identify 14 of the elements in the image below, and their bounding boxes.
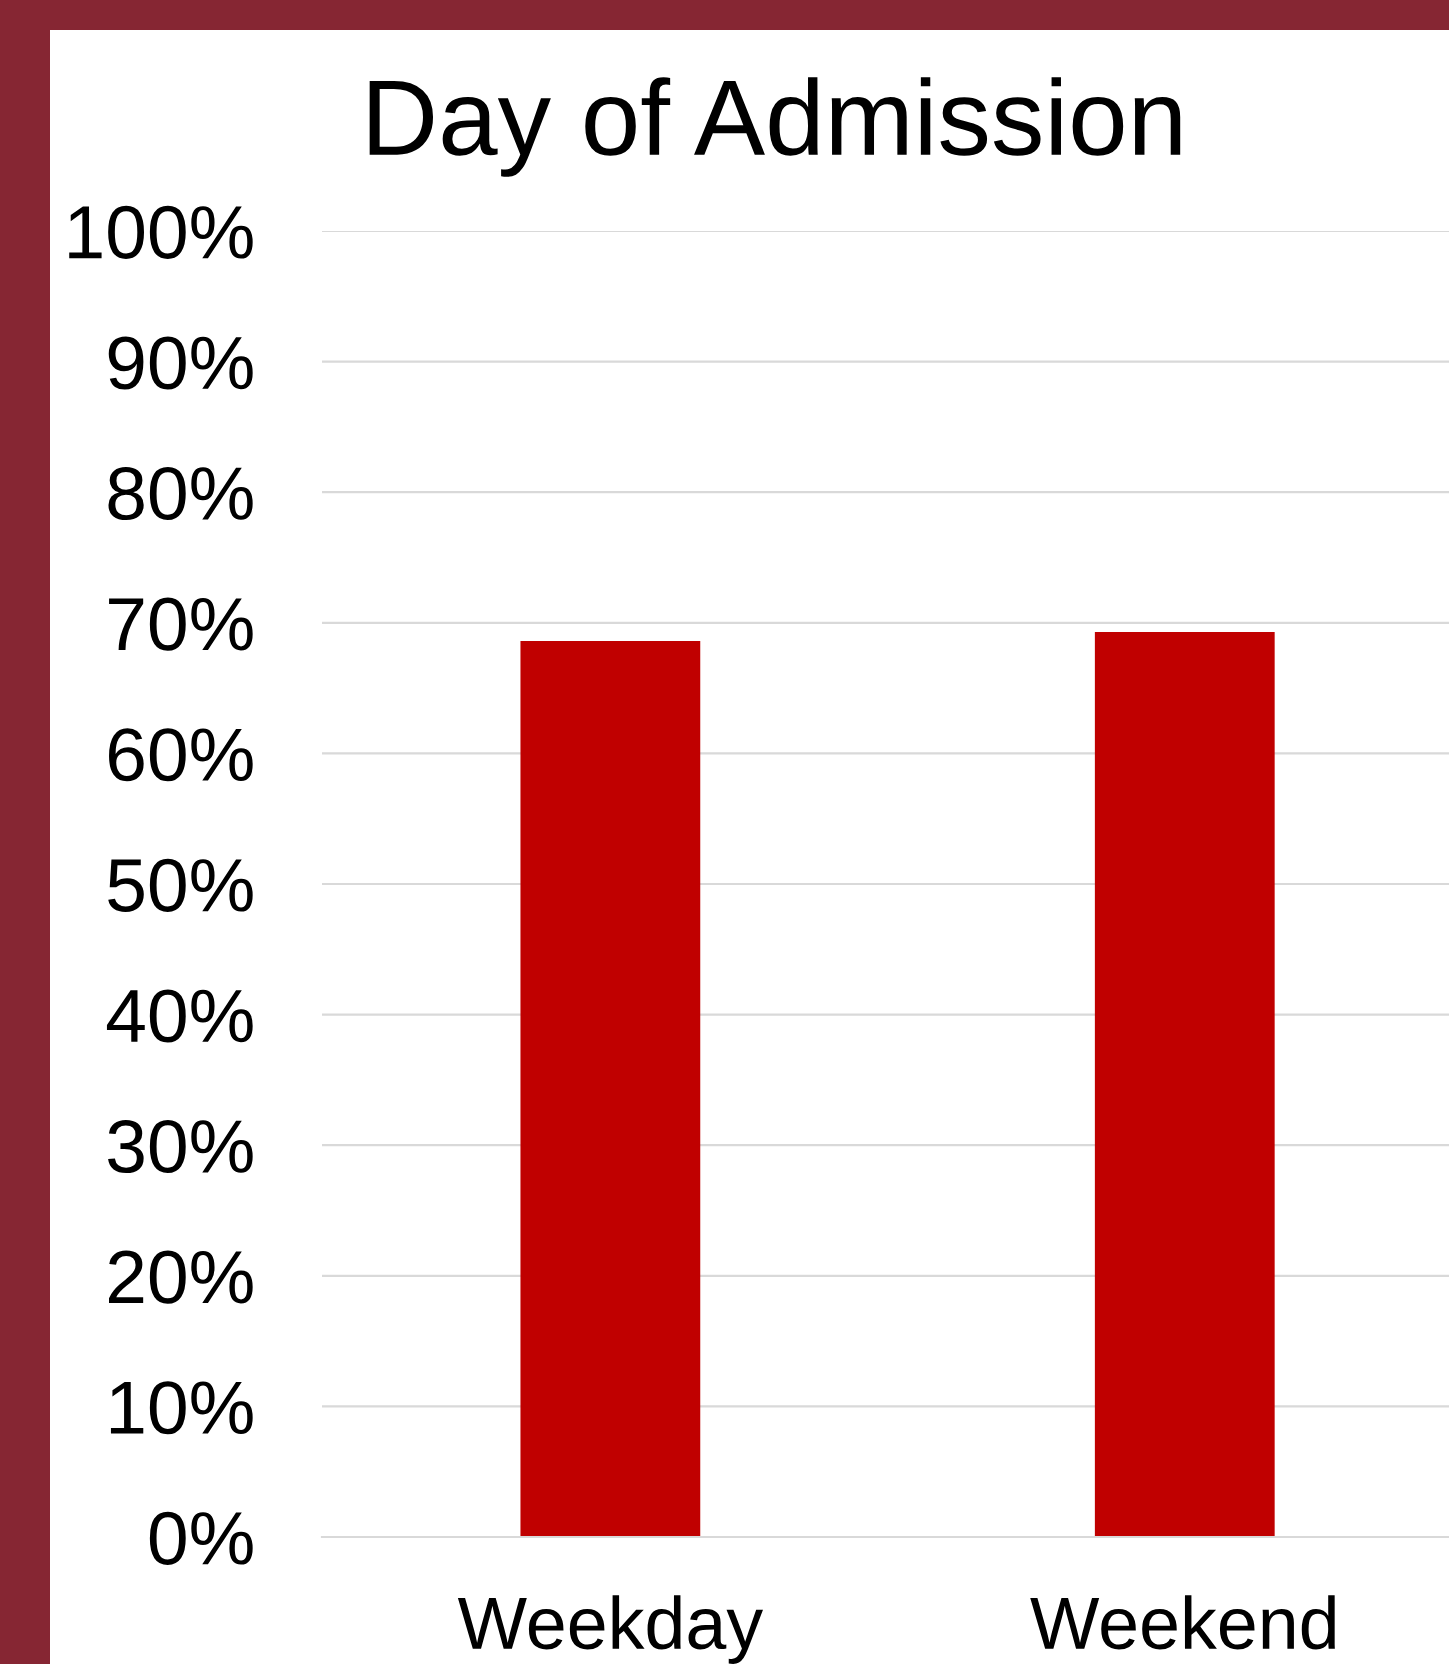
y-tick-label: 80% [108, 467, 253, 521]
y-tick-label: 20% [109, 1250, 253, 1304]
y-tick-label: 50% [108, 858, 253, 912]
y-tick-label: 90% [108, 336, 253, 390]
y-tick-label: 30% [108, 1120, 253, 1174]
y-tick-label: 70% [109, 597, 253, 651]
y-tick-label: 40% [106, 989, 253, 1043]
y-tick-label: 100% [69, 205, 253, 259]
x-tick-label: Weekend [1030, 1595, 1335, 1650]
y-tick-label: 60% [109, 728, 253, 782]
y-tick-label: 10% [110, 1381, 253, 1435]
x-tick-label: Weekday [457, 1595, 763, 1664]
chart-title: Day of Admission [369, 77, 1181, 177]
y-tick-label: 0% [149, 1511, 253, 1565]
